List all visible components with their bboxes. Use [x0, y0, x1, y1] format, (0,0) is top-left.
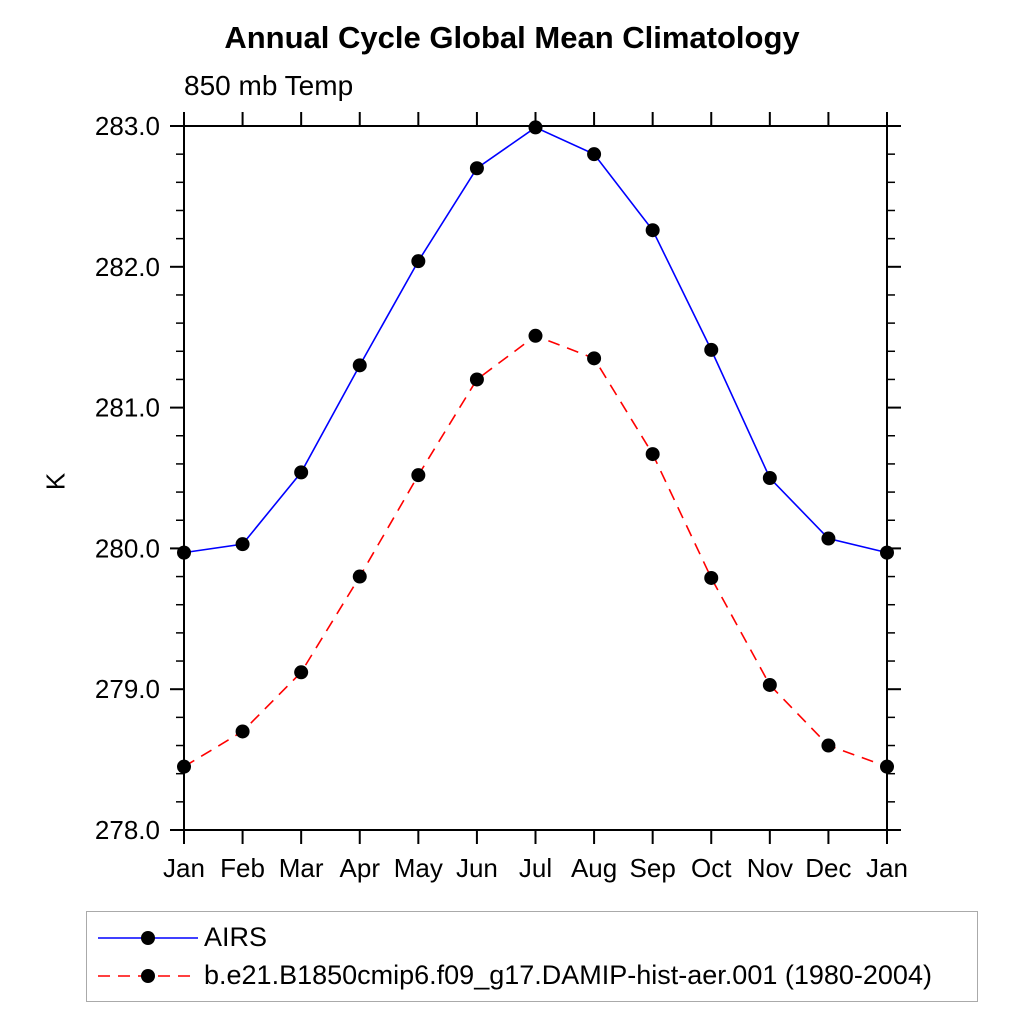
x-tick-label: May	[394, 853, 443, 883]
model-data-point	[411, 468, 426, 483]
y-tick-label: 278.0	[95, 815, 160, 845]
airs-data-point	[762, 471, 777, 485]
model-line-sample-icon	[98, 968, 198, 983]
model-data-point	[294, 665, 309, 680]
chart-title: Annual Cycle Global Mean Climatology	[224, 20, 800, 55]
x-tick-label: Aug	[571, 853, 617, 883]
airs-sample-marker	[141, 930, 155, 945]
airs-line-sample-icon	[98, 930, 198, 945]
airs-data-point	[645, 223, 660, 238]
y-tick-label: 283.0	[95, 111, 160, 141]
x-tick-label: Jan	[866, 853, 908, 883]
legend-label-airs: AIRS	[204, 922, 268, 952]
plot-frame	[183, 125, 888, 831]
model-data-point	[880, 759, 894, 774]
model-data-point	[704, 570, 719, 585]
airs-data-point	[411, 254, 426, 269]
airs-data-point	[235, 537, 250, 552]
y-tick-label: 279.0	[95, 674, 160, 704]
model-data-point	[587, 351, 602, 366]
airs-data-point	[294, 465, 309, 480]
chart-subtitle: 850 mb Temp	[184, 70, 354, 101]
model-data-point	[352, 569, 367, 584]
airs-data-point	[821, 531, 836, 546]
airs-data-point	[177, 545, 191, 560]
x-tick-label: Feb	[220, 853, 265, 883]
model-sample-marker	[141, 968, 155, 983]
model-data-point	[177, 759, 191, 774]
model-line	[183, 334, 888, 768]
airs-data-point	[469, 161, 484, 176]
model-data-point	[469, 372, 484, 387]
airs-data-point	[587, 147, 602, 162]
model-data-point	[645, 447, 660, 462]
airs-data-point	[704, 342, 719, 357]
model-data-point	[762, 677, 777, 692]
x-tick-label: Nov	[747, 853, 793, 883]
legend-label-model: b.e21.B1850cmip6.f09_g17.DAMIP-hist-aer.…	[204, 960, 932, 990]
legend-box: AIRS b.e21.B1850cmip6.f09_g17.DAMIP-hist…	[86, 911, 978, 1002]
x-tick-label: Jan	[163, 853, 205, 883]
legend-item-airs: AIRS	[98, 922, 977, 953]
airs-data-point	[528, 120, 543, 135]
legend-item-model: b.e21.B1850cmip6.f09_g17.DAMIP-hist-aer.…	[98, 960, 977, 991]
x-tick-label: Jun	[456, 853, 498, 883]
airs-data-point	[880, 545, 894, 560]
y-tick-label: 282.0	[95, 252, 160, 282]
x-tick-label: Mar	[279, 853, 324, 883]
y-tick-label: 280.0	[95, 533, 160, 563]
x-tick-label: Apr	[340, 853, 381, 883]
x-tick-label: Dec	[805, 853, 851, 883]
model-data-point	[821, 738, 836, 753]
airs-data-point	[352, 358, 367, 373]
x-tick-label: Oct	[691, 853, 732, 883]
x-tick-label: Sep	[630, 853, 676, 883]
model-data-point	[528, 328, 543, 343]
x-tick-label: Jul	[519, 853, 552, 883]
y-tick-label: 281.0	[95, 393, 160, 423]
model-data-point	[235, 724, 250, 739]
